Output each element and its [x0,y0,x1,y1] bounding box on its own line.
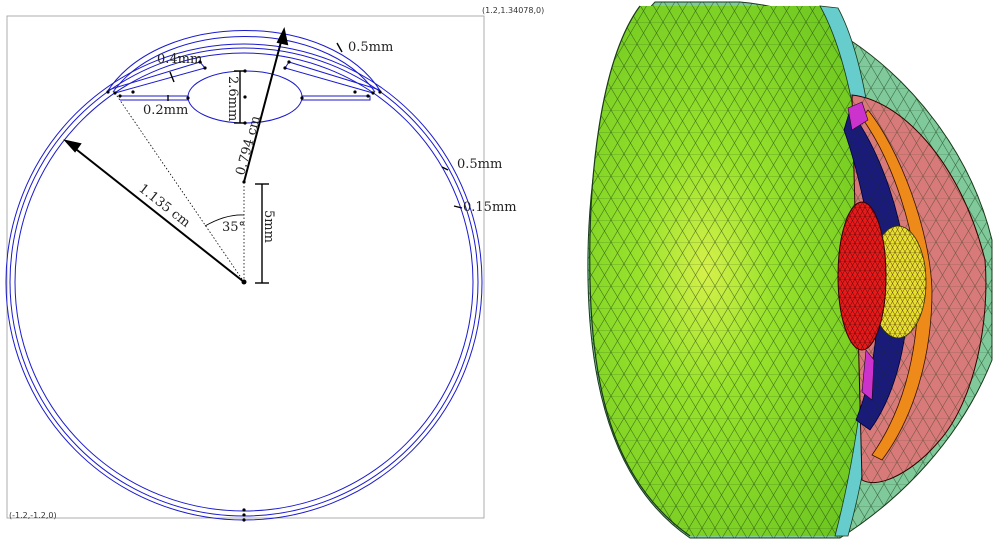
sclera-top-label: 0.5mm [348,40,393,55]
angle-label: 35° [222,220,245,235]
eye-outline [5,30,483,521]
construction-lines [114,92,245,283]
center-point [241,279,247,285]
eye-radius-label: 1.135 cm [136,181,193,230]
cornea-thickness-label: 0.4mm [157,52,202,67]
sclera-side-label: 0.5mm [457,157,502,172]
lens-thickness-label: 2.6mm [225,76,240,121]
aqueous-accent [847,101,869,131]
corner-label-top-right: (1.2,1.34078,0) [482,6,544,15]
iris-thickness-label: 0.2mm [143,103,188,118]
iris-outline [107,61,381,101]
cross-section-diagram: (1.2,1.34078,0) (-1.2,-1.2,0) 35° [5,6,544,522]
ciliary-body [861,109,933,461]
retina-label: 0.15mm [463,200,517,215]
node-points [106,60,382,522]
lens-offset-dimension [255,183,269,284]
radius-arrows [63,27,289,283]
thickness-ticks [167,42,463,209]
plot-frame [6,15,485,519]
angle-arc [204,214,245,227]
mesh-render [587,1,993,539]
corner-label-bottom-left: (-1.2,-1.2,0) [9,511,57,520]
lens-offset-label: 5mm [261,210,276,243]
